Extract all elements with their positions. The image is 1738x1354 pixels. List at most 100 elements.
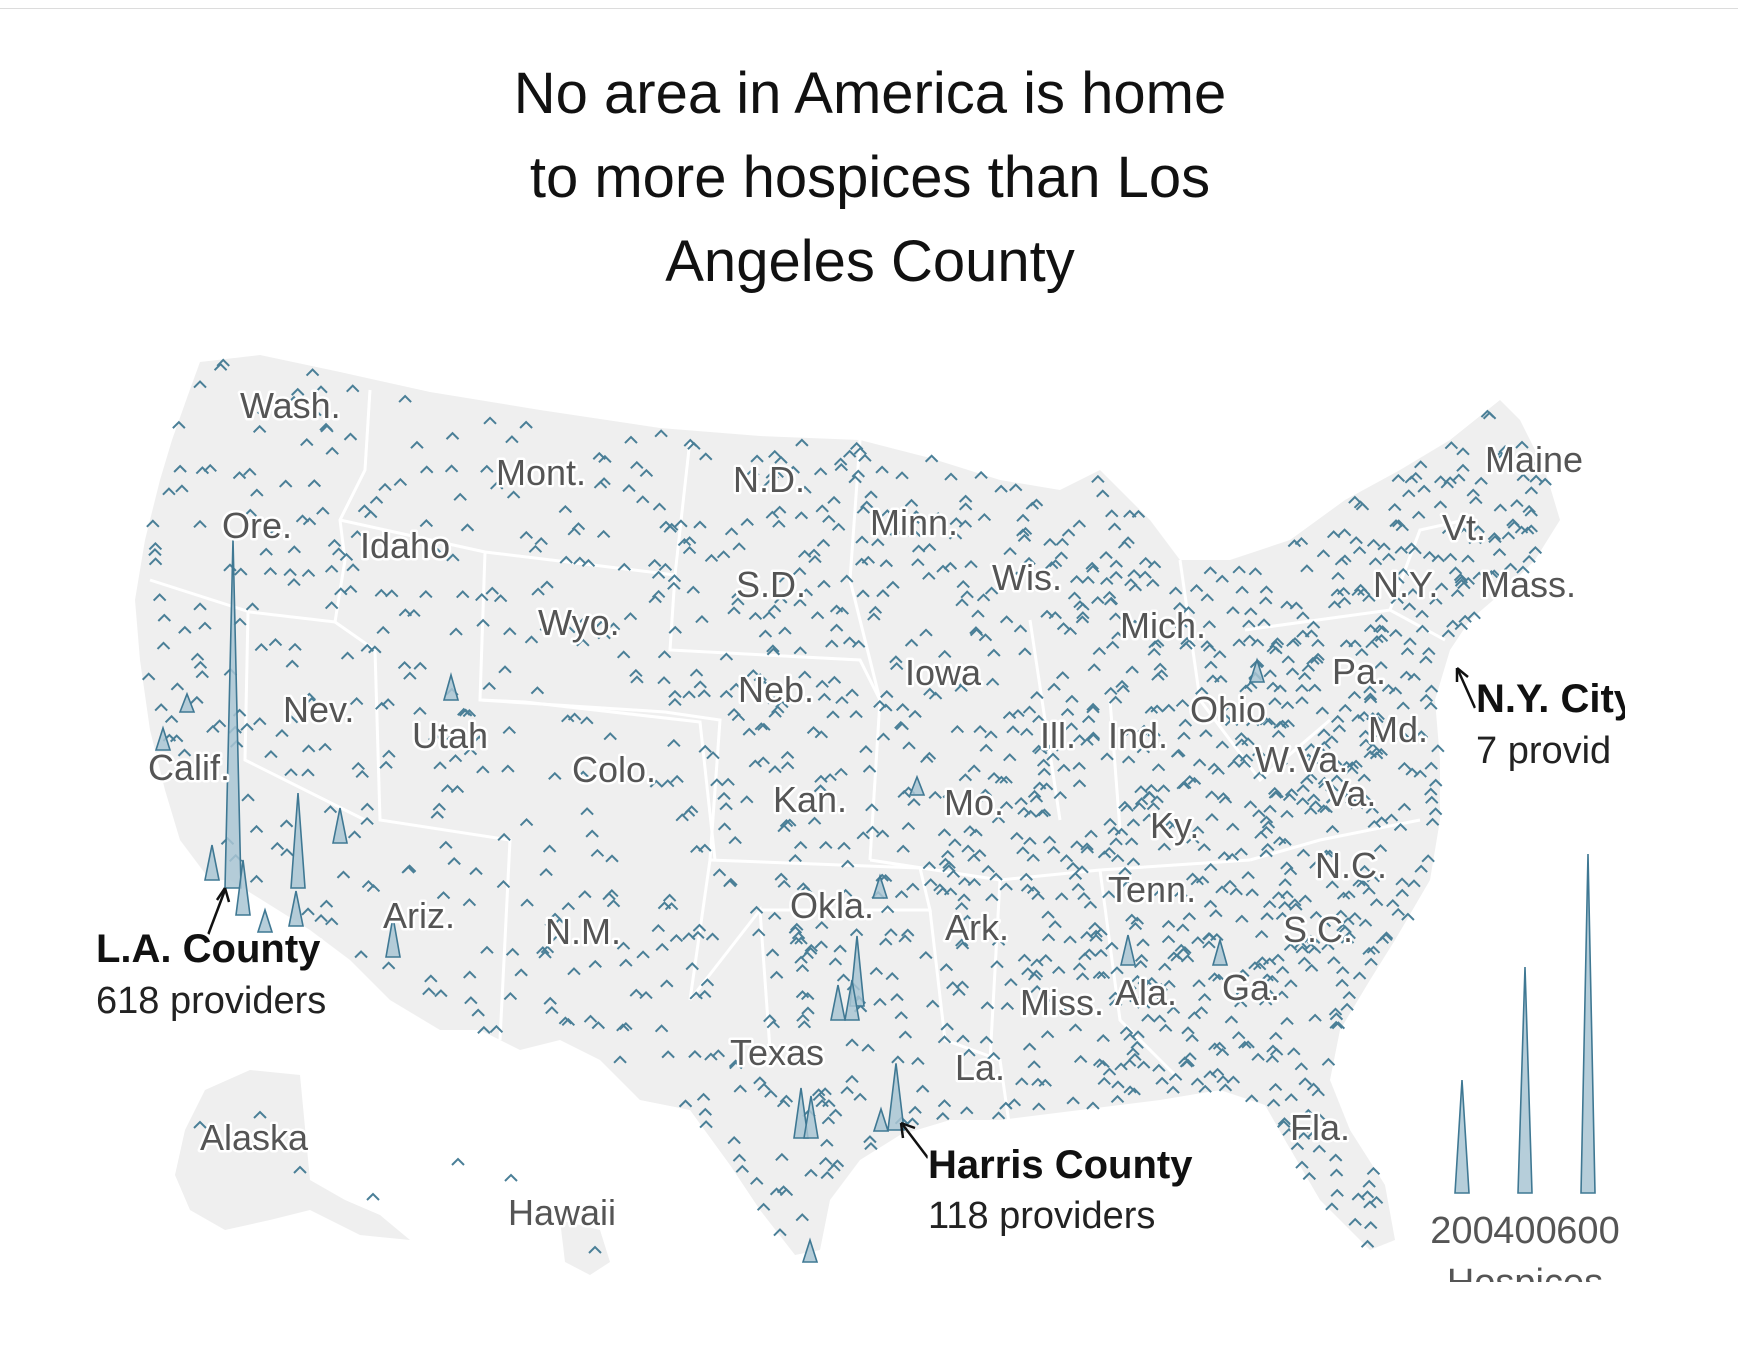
hospice-marker — [1301, 1108, 1316, 1117]
hospice-marker — [462, 709, 477, 718]
hospice-marker — [430, 810, 444, 819]
hospice-marker — [320, 424, 334, 433]
hospice-marker — [758, 629, 773, 638]
spike-county — [793, 1087, 809, 1139]
hospice-marker — [1251, 1052, 1265, 1061]
hospice-marker — [689, 668, 704, 677]
hospice-marker — [1262, 717, 1277, 726]
hospice-marker — [1415, 624, 1430, 633]
hospice-marker — [1365, 640, 1379, 649]
hospice-marker — [234, 567, 248, 576]
hospice-marker — [1389, 628, 1403, 637]
hospice-marker — [1178, 718, 1193, 727]
hospice-marker — [1488, 534, 1502, 544]
hospice-marker — [851, 639, 866, 648]
hospice-marker — [1017, 806, 1031, 815]
hospice-marker — [448, 754, 463, 763]
hospice-marker — [1192, 979, 1206, 988]
hospice-marker — [1041, 910, 1055, 919]
hospice-marker — [1338, 703, 1352, 712]
hospice-marker — [1039, 953, 1053, 963]
hospice-marker — [756, 756, 770, 765]
hospice-marker — [1296, 784, 1310, 793]
hospice-marker — [1456, 463, 1470, 472]
hospice-marker — [1096, 489, 1110, 498]
hospice-marker — [946, 981, 960, 990]
hospice-marker — [520, 898, 534, 907]
hospice-marker — [1161, 935, 1176, 944]
hospice-marker — [502, 725, 516, 735]
hospice-marker — [1238, 1040, 1252, 1049]
hospice-marker — [639, 468, 654, 477]
hospice-marker — [506, 490, 521, 499]
hospice-marker — [682, 690, 696, 699]
hospice-marker — [958, 877, 972, 886]
hospice-marker — [285, 659, 299, 668]
legend-spike-600 — [1580, 853, 1596, 1194]
hospice-marker — [728, 1059, 743, 1068]
hospice-marker — [1503, 562, 1518, 571]
hospice-marker — [381, 698, 395, 707]
hospice-marker — [485, 586, 499, 595]
hospice-marker — [1185, 1033, 1199, 1042]
hospice-marker — [190, 652, 205, 661]
hospice-marker — [616, 650, 631, 659]
hospice-marker — [605, 889, 619, 898]
hospice-marker — [382, 749, 396, 758]
hospice-marker — [1121, 755, 1136, 764]
hospice-marker — [1507, 520, 1522, 529]
hospice-marker — [754, 722, 769, 731]
hospice-marker — [814, 730, 829, 739]
hospice-marker — [1162, 820, 1177, 829]
title-line-3: Angeles County — [665, 229, 1075, 294]
legend-tick-600: 600 — [1556, 1210, 1619, 1252]
hospice-marker — [1114, 1062, 1128, 1071]
hospice-marker — [1429, 778, 1443, 787]
hospice-marker — [667, 581, 681, 590]
hospice-marker — [944, 472, 958, 481]
hospice-marker — [596, 529, 611, 539]
hospice-marker — [374, 588, 389, 597]
hospice-marker — [1309, 860, 1323, 869]
hospice-marker — [962, 1048, 976, 1057]
hospice-marker — [1360, 1239, 1375, 1248]
hospice-marker — [496, 879, 511, 889]
hospice-marker — [856, 831, 870, 840]
hospice-marker — [1498, 445, 1512, 454]
hospice-marker — [1191, 936, 1205, 945]
hospice-marker — [1126, 857, 1141, 866]
hospice-marker — [1402, 489, 1416, 498]
hospice-marker — [1124, 578, 1138, 587]
hospice-marker — [657, 676, 671, 685]
hospice-marker — [1153, 888, 1168, 897]
state-label-texas: Texas — [730, 1032, 824, 1073]
state-label-sc: S.C. — [1283, 909, 1353, 950]
hospice-marker — [319, 899, 334, 908]
hospice-marker — [1309, 910, 1324, 919]
hospice-marker — [987, 771, 1001, 781]
hospice-marker — [1150, 795, 1164, 804]
state-label-miss: Miss. — [1020, 982, 1104, 1023]
hospice-marker — [891, 1055, 905, 1064]
hospice-marker — [1424, 684, 1439, 693]
hospice-marker — [503, 992, 518, 1001]
hospice-marker — [1151, 763, 1166, 772]
hospice-marker — [994, 484, 1008, 493]
hospice-marker — [1259, 825, 1274, 835]
hospice-marker — [956, 1034, 970, 1043]
hospice-marker — [999, 800, 1014, 810]
hospice-marker — [1338, 925, 1352, 934]
hospice-marker — [874, 519, 888, 528]
land — [135, 355, 1560, 1275]
hospice-marker — [871, 538, 885, 547]
hospice-marker — [958, 799, 972, 808]
hospice-marker — [989, 872, 1003, 881]
hospice-marker — [1241, 871, 1255, 880]
hospice-marker — [978, 633, 993, 642]
hospice-marker — [1067, 591, 1082, 600]
hospice-marker — [575, 618, 590, 627]
hospice-marker — [731, 597, 745, 606]
hospice-marker — [349, 697, 364, 706]
hospice-marker — [748, 759, 763, 768]
hospice-marker — [1100, 576, 1114, 585]
